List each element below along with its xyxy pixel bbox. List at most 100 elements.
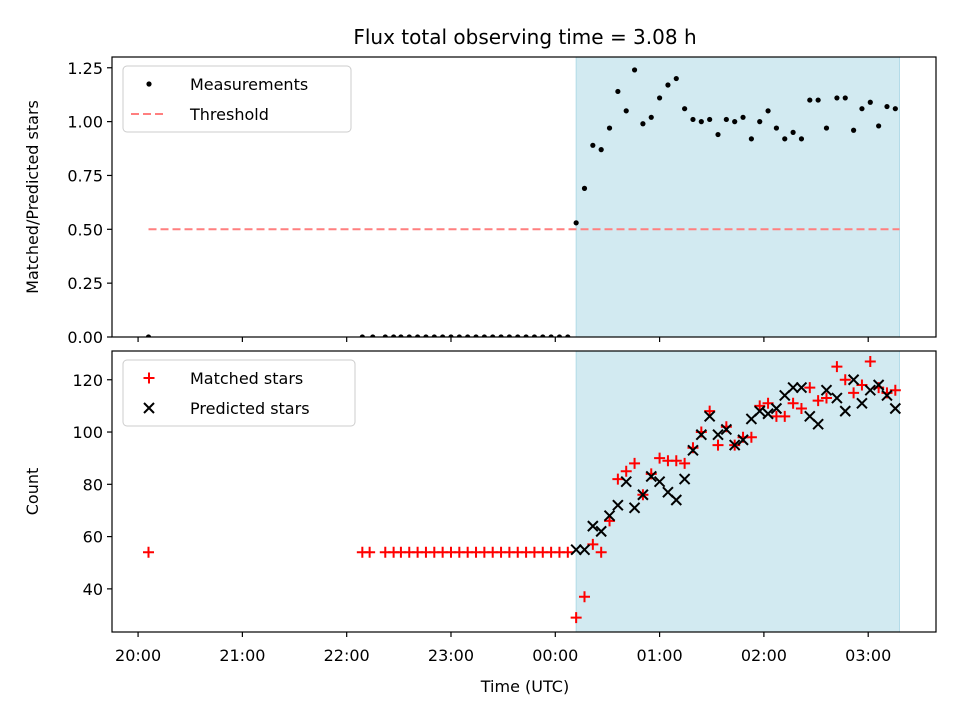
measurements-point — [740, 114, 746, 120]
x-tick-label: 20:00 — [115, 646, 161, 665]
measurements-point — [765, 108, 771, 114]
ratio-plot-area — [145, 57, 900, 337]
ratio-y-tick-label: 1.25 — [67, 59, 103, 78]
measurements-point — [556, 334, 563, 337]
measurements-point — [465, 334, 471, 337]
matched-stars-point — [595, 546, 607, 558]
matched-stars-point — [704, 405, 716, 417]
matched-stars-point — [612, 473, 624, 485]
matched-stars-point — [562, 546, 574, 558]
measurements-point — [851, 127, 857, 133]
legend-label: Predicted stars — [190, 399, 310, 418]
measurements-point — [415, 334, 421, 337]
ratio-axes-frame — [111, 56, 937, 338]
predicted-stars-point — [578, 543, 591, 556]
measurements-point — [440, 334, 446, 337]
measurements-point — [398, 334, 404, 337]
x-tick-label: 00:00 — [532, 646, 578, 665]
matched-stars-point — [620, 465, 632, 477]
measurements-point — [823, 125, 830, 131]
count-y-axis-label: Count — [23, 468, 42, 516]
measurements-point — [682, 106, 688, 112]
predicted-stars-point — [754, 405, 766, 417]
measurements-point — [581, 185, 588, 191]
matched-stars-point — [864, 355, 876, 367]
figure-title: Flux total observing time = 3.08 h — [353, 25, 696, 49]
measurements-point — [548, 334, 554, 337]
measurements-point — [590, 142, 596, 148]
measurements-point — [490, 334, 496, 337]
predicted-stars-point — [795, 381, 808, 394]
measurements-point — [606, 125, 613, 131]
measurements-point — [656, 95, 663, 101]
matched-stars-point — [604, 515, 616, 527]
matched-stars-point — [712, 439, 724, 451]
matched-stars-point — [143, 546, 155, 558]
measurements-point — [359, 334, 365, 337]
predicted-stars-point — [770, 402, 783, 415]
ratio-y-axis-label: Matched/Predicted stars — [23, 100, 42, 294]
predicted-stars-point — [856, 397, 868, 409]
matched-stars-point — [364, 546, 376, 558]
matched-stars-point — [820, 392, 832, 404]
predicted-stars-point — [889, 402, 902, 415]
predicted-stars-point — [628, 502, 641, 514]
matched-stars-point — [839, 374, 851, 386]
measurements-point — [648, 114, 654, 120]
measurements-point — [665, 82, 671, 88]
measurements-point — [565, 334, 571, 337]
measurements-point — [698, 119, 704, 125]
predicted-stars-point — [603, 509, 616, 522]
predicted-stars-point — [839, 405, 851, 417]
count-y-tick-label: 60 — [83, 528, 103, 547]
ratio-observing-window — [575, 57, 900, 337]
count-y-tick-label: 120 — [72, 371, 103, 390]
matched-stars-point — [679, 457, 691, 469]
x-tick-label: 22:00 — [324, 646, 370, 665]
predicted-stars-point — [645, 470, 657, 483]
predicted-stars-point — [847, 374, 860, 386]
measurements-point — [842, 95, 848, 101]
measurements-point — [773, 125, 780, 131]
measurements-point — [498, 334, 504, 337]
count-plot-area — [143, 351, 902, 632]
legend-label: Matched stars — [190, 369, 303, 388]
predicted-stars-point — [787, 381, 799, 394]
predicted-stars-point — [637, 489, 649, 501]
x-tick-label: 01:00 — [637, 646, 683, 665]
count-y-tick-label: 80 — [83, 475, 103, 494]
measurements-point — [723, 116, 729, 123]
measurements-point — [382, 334, 388, 337]
predicted-stars-point — [728, 439, 741, 451]
count-panel: 40 60 80 100 120 20:00 21:00 22:00 23:00 00:00 01:… — [23, 350, 937, 665]
ratio-y-tick-label: 0.25 — [67, 274, 103, 293]
x-tick-label: 02:00 — [741, 646, 787, 665]
predicted-stars-point — [812, 418, 824, 430]
ratio-y-tick-label: 0.50 — [67, 220, 103, 239]
predicted-stars-point — [587, 520, 599, 532]
measurements-point — [757, 119, 763, 125]
matched-stars-point — [804, 382, 816, 394]
measurements-point — [531, 334, 538, 337]
measurements-point — [690, 116, 696, 123]
measurements-point — [748, 136, 754, 142]
legend-predicted-swatch — [143, 402, 155, 414]
predicted-stars-point — [670, 494, 682, 506]
measurements-point — [715, 131, 721, 138]
predicted-stars-point — [620, 475, 632, 488]
predicted-stars-point — [881, 389, 893, 402]
measurements-point — [815, 97, 821, 103]
measurements-point — [615, 88, 621, 95]
measurements-point — [391, 334, 397, 337]
measurements-point — [640, 121, 646, 127]
measurements-point — [673, 75, 679, 82]
predicted-stars-point — [712, 428, 724, 441]
matched-stars-point — [831, 361, 843, 373]
measurements-point — [867, 99, 873, 105]
predicted-stars-point — [612, 499, 624, 511]
predicted-stars-point — [737, 434, 749, 446]
count-y-tick-label: 40 — [83, 580, 103, 599]
matched-stars-point — [795, 403, 807, 415]
measurements-point — [515, 334, 521, 337]
predicted-stars-point — [595, 525, 607, 538]
